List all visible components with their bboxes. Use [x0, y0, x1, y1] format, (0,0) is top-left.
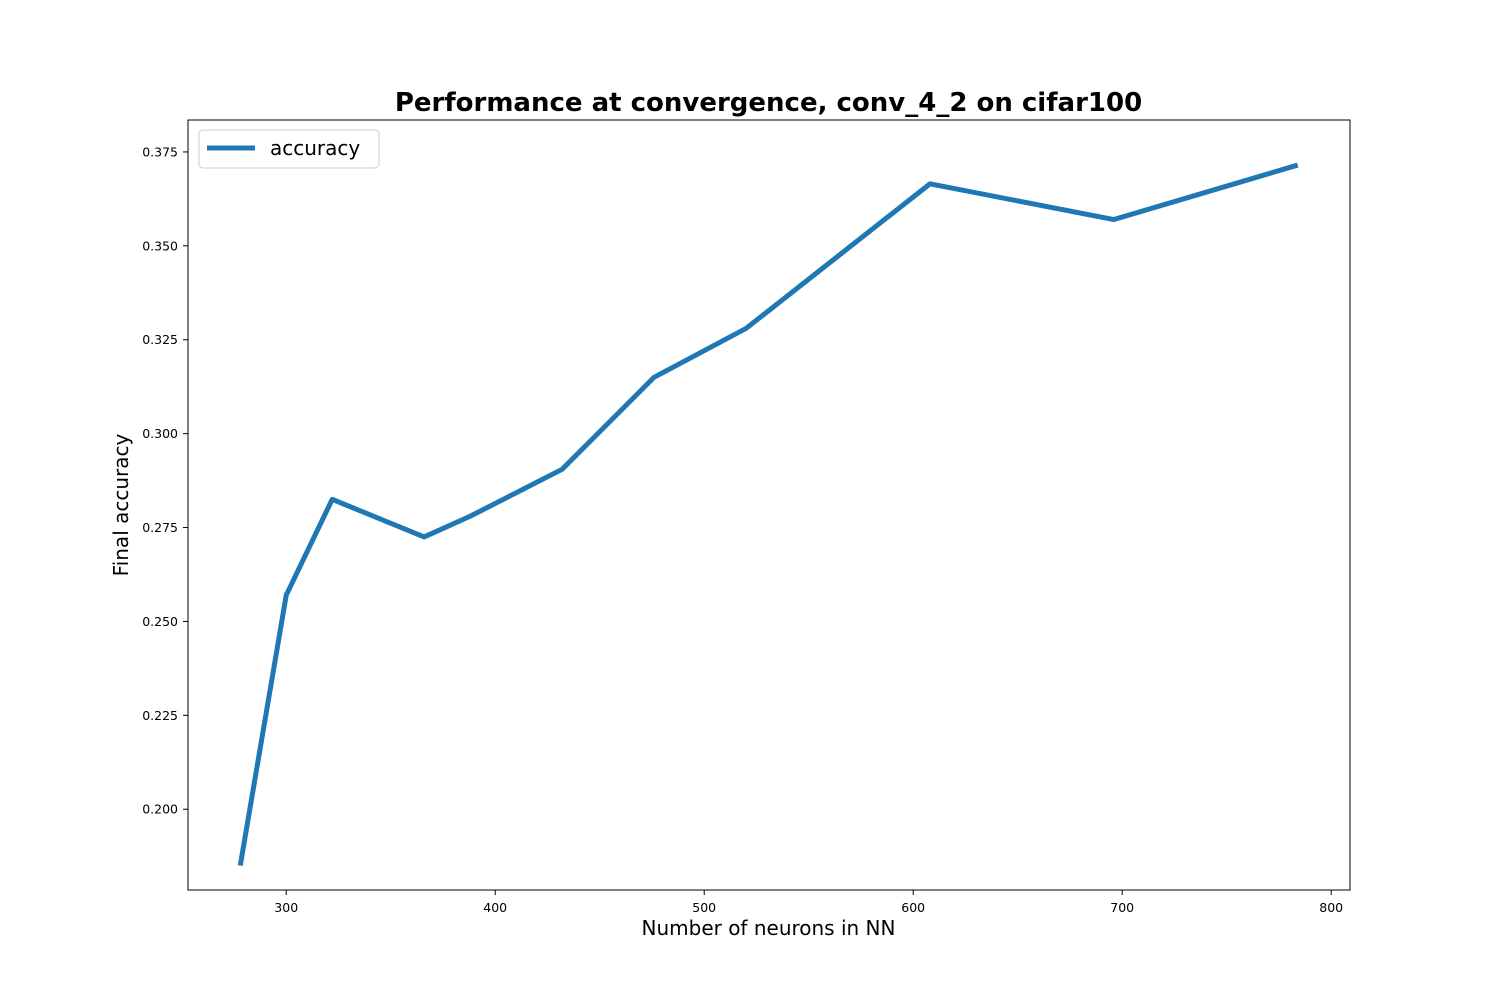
y-tick-label-0.300: 0.300	[142, 426, 178, 441]
x-tick-label-300: 300	[274, 900, 298, 915]
x-tick-label-800: 800	[1319, 900, 1343, 915]
legend: accuracy	[199, 130, 379, 168]
legend-label-accuracy: accuracy	[270, 136, 360, 160]
x-tick-label-500: 500	[692, 900, 716, 915]
series-line-accuracy	[240, 165, 1298, 866]
y-tick-label-0.375: 0.375	[142, 144, 178, 159]
x-tick-label-400: 400	[483, 900, 507, 915]
y-tick-label-0.225: 0.225	[142, 708, 178, 723]
chart-title: Performance at convergence, conv_4_2 on …	[395, 88, 1142, 118]
x-axis-label: Number of neurons in NN	[642, 916, 896, 940]
y-tick-label-0.250: 0.250	[142, 614, 178, 629]
x-tick-label-700: 700	[1110, 900, 1134, 915]
y-tick-label-0.200: 0.200	[142, 802, 178, 817]
y-tick-label-0.275: 0.275	[142, 520, 178, 535]
y-axis-label: Final accuracy	[109, 433, 133, 576]
plot-area: 300 400 500 600 700 800 0.200 0.225 0.250 0.275 0.…	[142, 120, 1350, 915]
x-tick-label-600: 600	[901, 900, 925, 915]
y-tick-label-0.350: 0.350	[142, 238, 178, 253]
axes-frame	[188, 120, 1350, 890]
y-tick-label-0.325: 0.325	[142, 332, 178, 347]
